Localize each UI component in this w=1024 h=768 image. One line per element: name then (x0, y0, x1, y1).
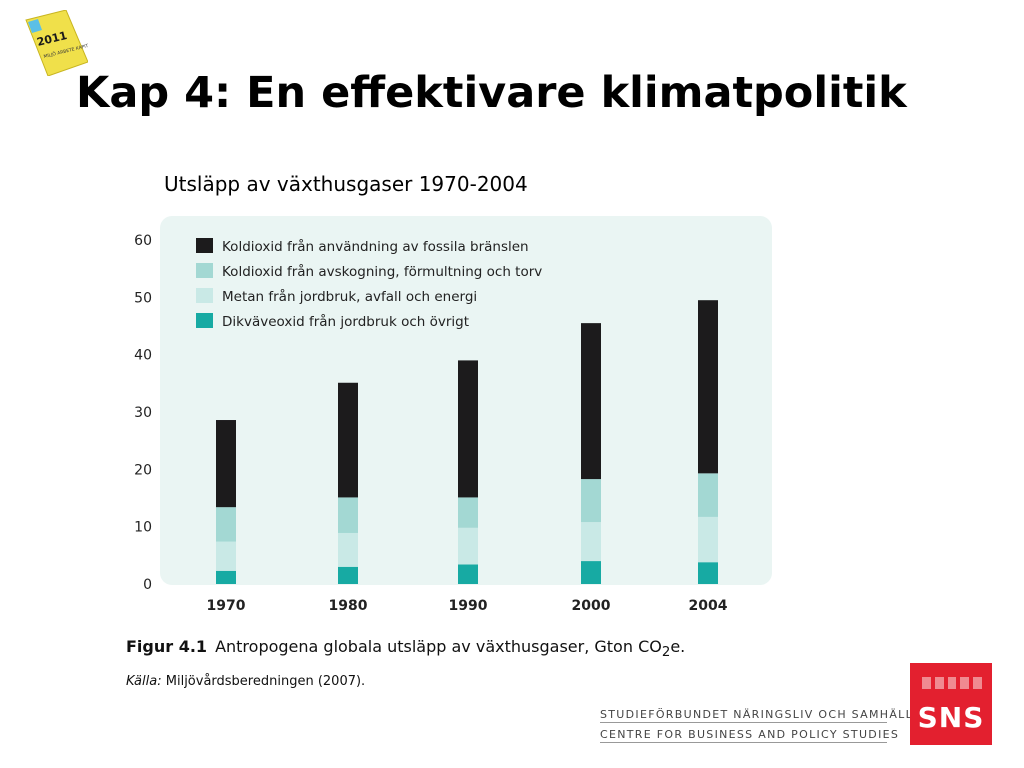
y-axis: 0 10 20 30 40 50 60 (134, 233, 152, 593)
bar-segment (698, 562, 718, 584)
legend-swatch (196, 288, 213, 303)
bar-segment (338, 532, 358, 567)
bar-segment (338, 382, 358, 498)
source-text: Miljövårdsberedningen (2007). (165, 674, 366, 689)
bar-segment (338, 497, 358, 533)
x-tick-label: 1970 (207, 598, 246, 614)
legend-label: Dikväveoxid från jordbruk och övrigt (222, 313, 469, 330)
x-tick-label: 1990 (449, 598, 488, 614)
bar-segment (216, 541, 236, 571)
bar-segment (581, 323, 601, 480)
slide-title: Kap 4: En effektivare klimatpolitik (76, 68, 907, 118)
sns-logo: SNS (910, 663, 992, 745)
x-axis: 1970 1980 1990 2000 2004 (207, 598, 728, 614)
y-tick-label: 60 (134, 233, 152, 249)
org-divider (600, 722, 887, 723)
caption-suffix: e. (670, 637, 686, 656)
bar-segment (581, 522, 601, 562)
figure-source: Källa: Miljövårdsberedningen (2007). (126, 674, 365, 689)
figure-caption: Figur 4.1 Antropogena globala utsläpp av … (126, 637, 685, 660)
x-tick-label: 2000 (572, 598, 611, 614)
legend-label: Koldioxid från användning av fossila brä… (222, 238, 529, 255)
bar-segment (581, 479, 601, 523)
bar-segment (216, 420, 236, 508)
bar-segment (458, 360, 478, 498)
x-tick-label: 1980 (329, 598, 368, 614)
org-name-english: CENTRE FOR BUSINESS AND POLICY STUDIES (600, 728, 900, 741)
legend-swatch (196, 238, 213, 253)
bar-segment (216, 507, 236, 542)
y-tick-label: 40 (134, 348, 152, 364)
bar-segment (338, 566, 358, 584)
bar-segment (458, 527, 478, 565)
chart-subtitle: Utsläpp av växthusgaser 1970-2004 (164, 172, 528, 196)
y-tick-label: 20 (134, 462, 152, 478)
bars (216, 300, 718, 584)
bar-segment (458, 497, 478, 528)
org-name-swedish: STUDIEFÖRBUNDET NÄRINGSLIV OCH SAMHÄLLE (600, 708, 922, 721)
bar-segment (458, 564, 478, 584)
bar-segment (698, 516, 718, 563)
figure-label: Figur 4.1 (126, 637, 208, 656)
caption-subscript: 2 (661, 645, 671, 661)
bar-segment (698, 300, 718, 474)
legend-swatch (196, 313, 213, 328)
y-tick-label: 10 (134, 520, 152, 536)
legend-label: Koldioxid från avskogning, förmultning o… (222, 263, 542, 280)
y-tick-label: 50 (134, 290, 152, 306)
bar-segment (216, 570, 236, 584)
book-logo: 2011 MILJÖ ARBETE KAPITAL (25, 10, 88, 76)
legend-label: Metan från jordbruk, avfall och energi (222, 288, 477, 305)
logo-stripes (922, 677, 982, 689)
logo-text: SNS (917, 701, 985, 734)
y-tick-label: 30 (134, 405, 152, 421)
org-divider (600, 742, 887, 743)
legend: Koldioxid från användning av fossila brä… (196, 238, 542, 330)
bar-segment (581, 561, 601, 584)
source-label: Källa: (126, 674, 162, 689)
x-tick-label: 2004 (689, 598, 728, 614)
y-tick-label: 0 (143, 577, 152, 593)
legend-swatch (196, 263, 213, 278)
caption-text: Antropogena globala utsläpp av växthusga… (215, 637, 662, 656)
bar-segment (698, 473, 718, 517)
